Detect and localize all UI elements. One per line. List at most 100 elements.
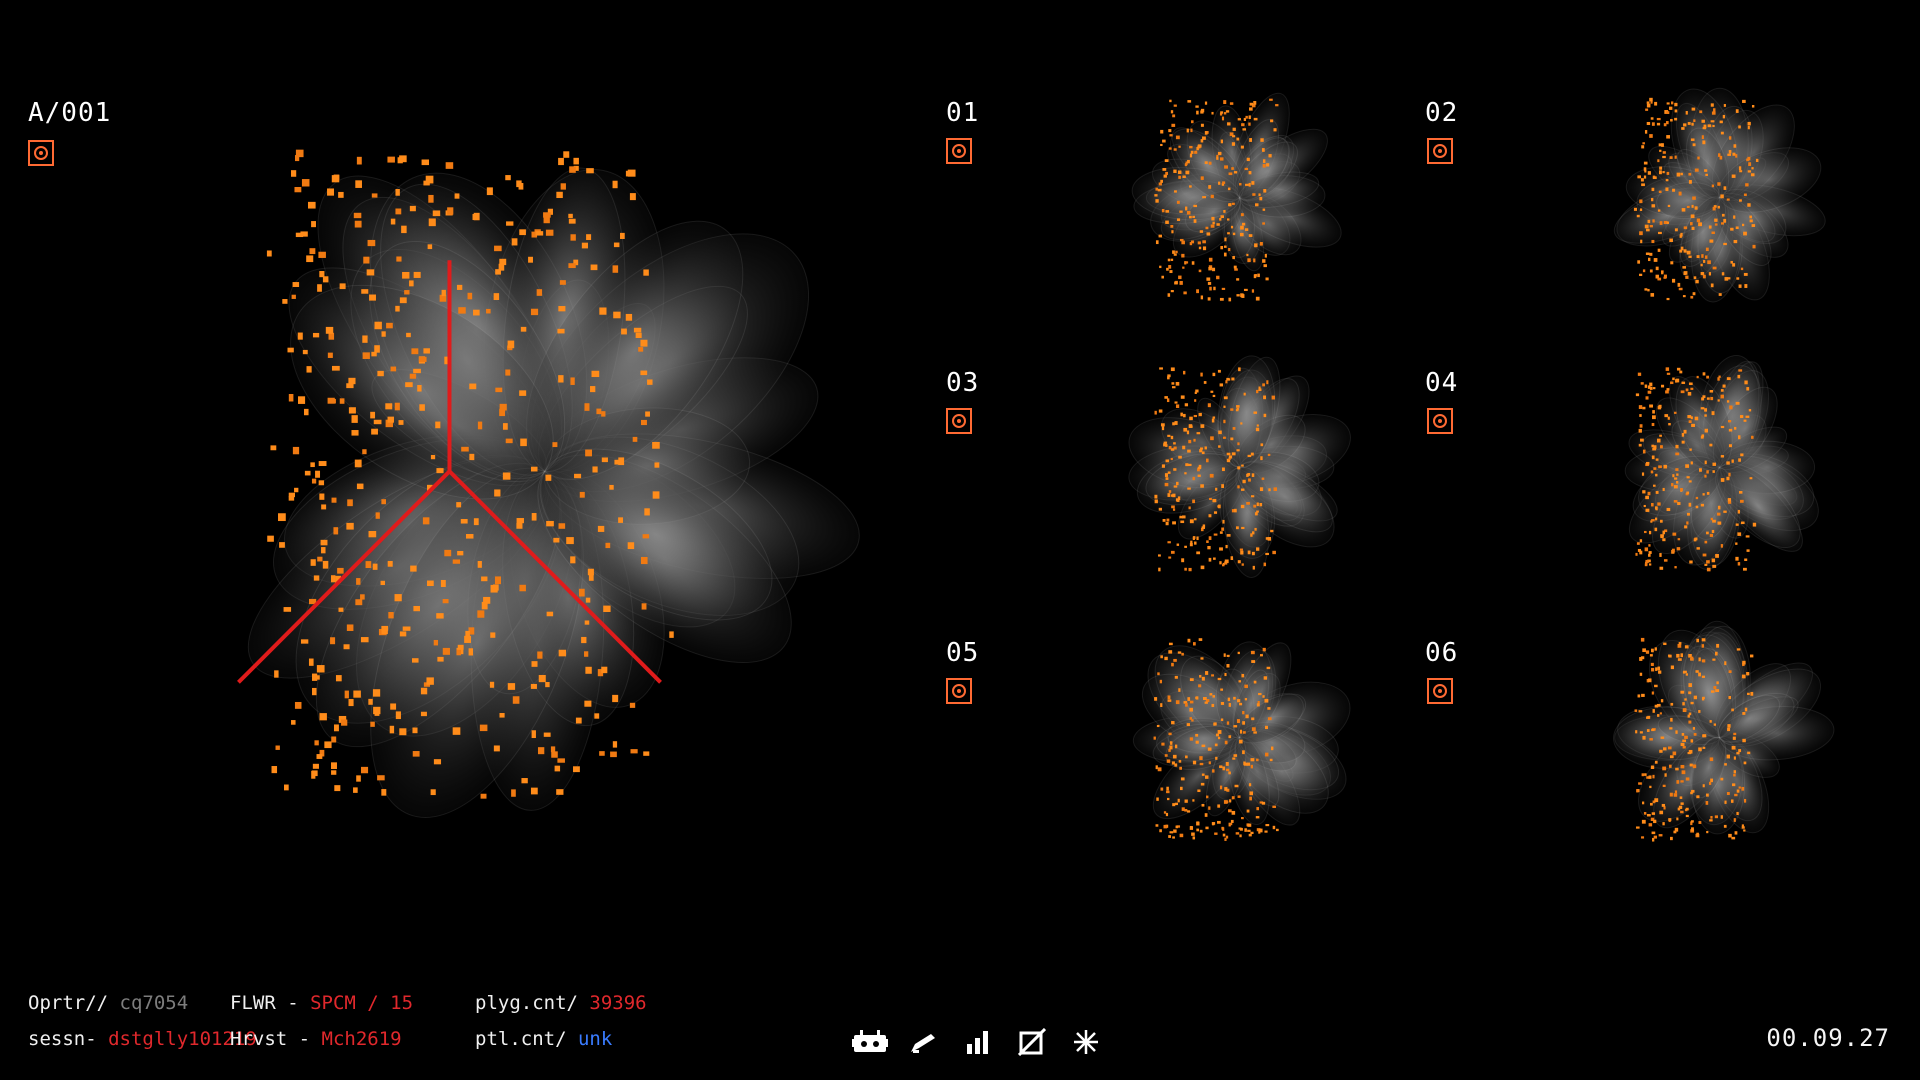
thumb-04-flower[interactable] xyxy=(1600,350,1830,600)
particle xyxy=(613,311,621,319)
thumb-05-target-button[interactable] xyxy=(946,678,972,704)
particle xyxy=(412,751,420,757)
particle xyxy=(1154,499,1158,504)
particle xyxy=(1706,375,1710,379)
particle xyxy=(499,258,507,266)
particle xyxy=(1643,161,1648,165)
thumb-03-target-button[interactable] xyxy=(946,408,972,434)
particle xyxy=(1747,121,1751,126)
particle xyxy=(1639,273,1643,277)
particle xyxy=(1204,101,1208,105)
particle xyxy=(1683,226,1688,230)
particle xyxy=(1220,111,1224,114)
particle xyxy=(390,366,397,372)
thumb-02-target-button[interactable] xyxy=(1427,138,1453,164)
particle xyxy=(1210,224,1215,228)
particle xyxy=(1676,817,1679,821)
particle xyxy=(1188,567,1192,572)
particle xyxy=(635,332,642,338)
particle xyxy=(1163,174,1167,178)
thumb-02-flower[interactable] xyxy=(1600,80,1830,330)
particle xyxy=(394,402,400,411)
particle xyxy=(1726,400,1730,403)
particle xyxy=(1264,698,1269,703)
particle xyxy=(1230,225,1234,229)
target-icon xyxy=(952,684,966,698)
particle xyxy=(1685,388,1689,392)
particle xyxy=(1691,107,1696,111)
particle xyxy=(1222,833,1226,837)
particle xyxy=(1191,832,1195,836)
particle xyxy=(1655,458,1659,461)
particle xyxy=(1200,657,1204,660)
particle xyxy=(1720,815,1723,819)
thumb-01-flower[interactable] xyxy=(1120,80,1350,330)
bar-chart-icon[interactable] xyxy=(958,1022,998,1062)
robot-icon[interactable] xyxy=(850,1022,890,1062)
particle xyxy=(1735,226,1739,230)
particle xyxy=(1700,271,1705,276)
particle xyxy=(1184,472,1187,475)
particle xyxy=(1657,438,1661,443)
particle xyxy=(1662,766,1667,771)
particle xyxy=(1219,561,1222,565)
particle xyxy=(395,711,401,720)
particle xyxy=(1744,284,1748,288)
particle xyxy=(1189,542,1193,547)
pen-icon[interactable] xyxy=(904,1022,944,1062)
thumb-04-target-button[interactable] xyxy=(1427,408,1453,434)
target-icon xyxy=(1433,414,1447,428)
particle xyxy=(507,340,515,349)
particle xyxy=(1208,536,1212,541)
particle xyxy=(1657,231,1662,235)
particle xyxy=(274,670,279,678)
particle xyxy=(1251,551,1255,556)
particle xyxy=(494,245,502,252)
particle xyxy=(1219,547,1223,551)
particle xyxy=(1674,477,1678,480)
particle xyxy=(1711,529,1715,534)
particle xyxy=(1741,223,1745,227)
particle xyxy=(1651,187,1655,192)
particle xyxy=(1680,802,1684,805)
particle xyxy=(1259,487,1264,492)
particle xyxy=(1666,135,1671,139)
particle xyxy=(1237,795,1241,798)
particle xyxy=(1160,179,1164,183)
particle xyxy=(495,269,501,275)
particle xyxy=(1217,369,1221,373)
particle xyxy=(1660,445,1663,449)
main-target-button[interactable] xyxy=(28,140,54,166)
particle xyxy=(585,449,592,457)
particle xyxy=(1651,728,1655,732)
particle xyxy=(1656,122,1661,126)
thumb-03-flower[interactable] xyxy=(1120,350,1351,600)
particle xyxy=(1171,386,1176,389)
thumb-05-flower[interactable] xyxy=(1120,620,1351,870)
particle xyxy=(1649,252,1653,256)
particle xyxy=(1242,128,1247,131)
particle xyxy=(1227,122,1231,126)
particle xyxy=(1190,150,1194,154)
particle xyxy=(311,673,318,681)
particle xyxy=(1639,231,1643,236)
particle xyxy=(1238,367,1241,372)
particle xyxy=(387,156,395,163)
particle xyxy=(1185,755,1188,759)
particle xyxy=(1200,139,1204,143)
thumb-06-flower[interactable] xyxy=(1600,620,1835,870)
particle xyxy=(586,168,594,174)
main-flower-render[interactable] xyxy=(160,100,900,890)
particle xyxy=(1223,653,1226,657)
thumb-01-target-button[interactable] xyxy=(946,138,972,164)
particle xyxy=(506,221,514,226)
no-image-icon[interactable] xyxy=(1012,1022,1052,1062)
sparkle-icon[interactable] xyxy=(1066,1022,1106,1062)
particle xyxy=(1206,232,1211,236)
particle xyxy=(1182,370,1186,375)
particle xyxy=(1226,534,1231,537)
particle xyxy=(1704,474,1707,478)
thumb-06-target-button[interactable] xyxy=(1427,678,1453,704)
particle xyxy=(1646,121,1651,126)
particle xyxy=(1718,375,1721,378)
